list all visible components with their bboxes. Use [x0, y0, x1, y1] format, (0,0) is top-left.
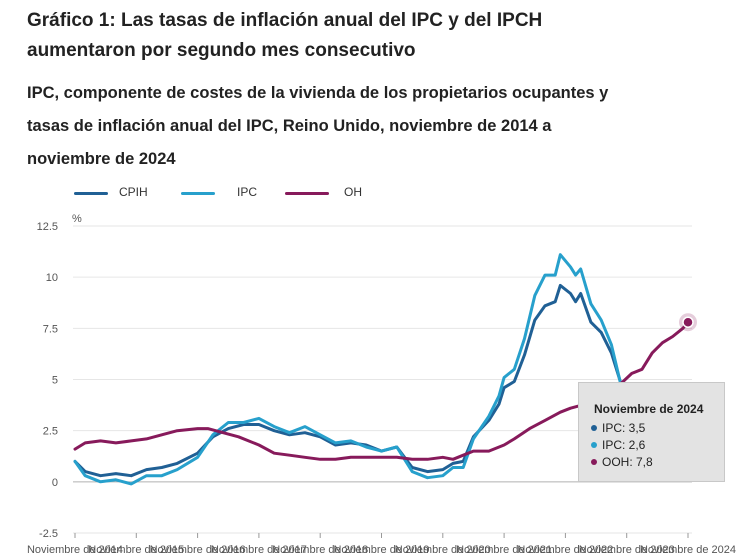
tooltip-dot-ooh	[591, 459, 597, 465]
chart-tooltip: Noviembre de 2024 IPC: 3,5 IPC: 2,6 OOH:…	[578, 382, 725, 482]
x-tick-label: Noviembre de 2015	[88, 544, 184, 556]
y-tick-label: 5	[52, 375, 58, 387]
x-tick-label: Noviembre de 2016	[150, 544, 246, 556]
y-tick-label: 7.5	[43, 323, 58, 335]
x-tick-label: Noviembre de 2019	[333, 544, 429, 556]
x-tick-label: Noviembre de 2020	[395, 544, 491, 556]
y-tick-label: 2.5	[43, 426, 58, 438]
y-axis-label: %	[72, 213, 82, 225]
tooltip-row-ooh-text: OOH: 7,8	[602, 455, 653, 469]
y-tick-label: 12.5	[37, 221, 58, 233]
tooltip-row-cpih: IPC: 3,5	[591, 421, 645, 435]
tooltip-row-cpih-text: IPC: 3,5	[602, 421, 646, 435]
x-tick-label: Noviembre de 2024	[640, 544, 736, 556]
highlight-point	[682, 316, 694, 328]
tooltip-dot-ipc	[591, 442, 597, 448]
legend-swatch-ipc	[181, 192, 215, 195]
x-tick-label: Noviembre de 2021	[456, 544, 552, 556]
x-tick-label: Noviembre de 2017	[211, 544, 307, 556]
x-tick-label: Noviembre de 2022	[517, 544, 613, 556]
series-line-ipc	[73, 253, 690, 486]
chart-title: Gráfico 1: Las tasas de inflación anual …	[27, 10, 543, 61]
tooltip-row-ipc: IPC: 2,6	[591, 438, 645, 452]
legend-swatch-oh	[285, 192, 329, 195]
legend-swatch-cpih	[74, 192, 108, 195]
x-tick-label: Noviembre de 2014	[27, 544, 123, 556]
y-tick-label: -2.5	[39, 528, 58, 540]
x-tick-label: Noviembre de 2023	[579, 544, 675, 556]
tooltip-title: Noviembre de 2024	[594, 402, 704, 416]
legend-label-ipc: IPC	[237, 185, 258, 199]
tooltip-dot-cpih	[591, 425, 597, 431]
tooltip-row-ipc-text: IPC: 2,6	[602, 438, 646, 452]
legend-label-oh: OH	[344, 185, 362, 199]
chart-subtitle: IPC, componente de costes de la vivienda…	[27, 84, 609, 168]
legend-label-cpih: CPIH	[119, 185, 148, 199]
tooltip-row-ooh: OOH: 7,8	[591, 455, 653, 469]
y-tick-label: 10	[46, 272, 58, 284]
y-tick-label: 0	[52, 477, 58, 489]
x-tick-label: Noviembre de 2018	[272, 544, 368, 556]
